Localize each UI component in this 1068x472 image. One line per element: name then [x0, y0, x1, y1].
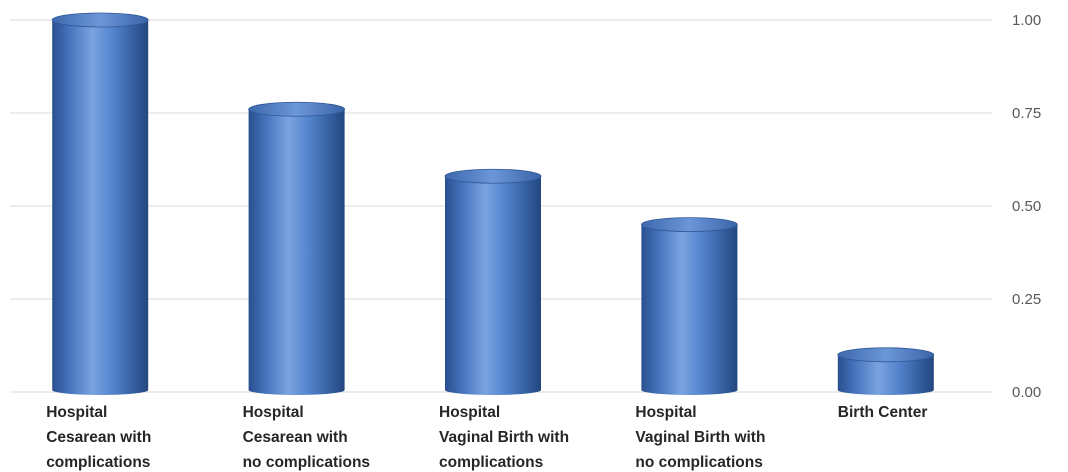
- y-tick-label: 0.00: [1012, 384, 1041, 401]
- bar: [837, 347, 935, 395]
- y-tick-label: 0.75: [1012, 105, 1041, 122]
- y-tick-label: 0.25: [1012, 291, 1041, 308]
- x-tick-label: Hospital Cesarean with no complications: [243, 404, 370, 471]
- x-tick-label: Hospital Vaginal Birth with no complicatio…: [635, 404, 765, 471]
- bar: [641, 217, 738, 395]
- x-tick-label: Hospital Vaginal Birth with complications: [439, 404, 569, 471]
- y-tick-label: 1.00: [1012, 12, 1041, 29]
- x-axis-categories: Hospital Cesarean with complications Hospit…: [46, 404, 927, 471]
- x-tick-label: Birth Center: [838, 404, 928, 421]
- bar: [444, 168, 542, 395]
- y-tick-label: 0.50: [1012, 198, 1041, 215]
- bar: [51, 12, 149, 395]
- bars: [51, 12, 935, 395]
- bar: [248, 101, 346, 395]
- y-axis-ticks: 0.00 0.25 0.50 0.75 1.00: [1012, 12, 1041, 401]
- x-tick-label: Hospital Cesarean with complications: [46, 404, 151, 471]
